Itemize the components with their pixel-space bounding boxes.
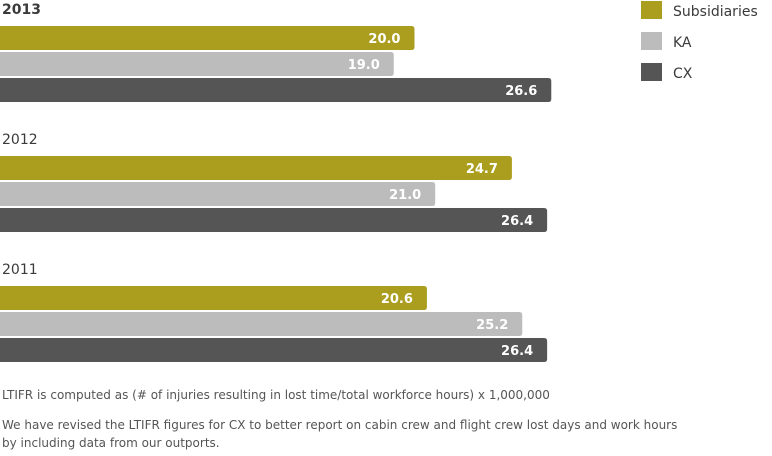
- bar-value-2013-subsidiaries: 20.0: [368, 32, 400, 47]
- bar-2011-cx: [0, 338, 548, 362]
- bar-value-2012-cx: 26.4: [501, 214, 533, 229]
- bar-2013-ka: [0, 52, 394, 76]
- bar-2011-ka: [0, 312, 523, 336]
- bar-value-2012-subsidiaries: 24.7: [466, 162, 498, 177]
- bar-value-2013-ka: 19.0: [348, 58, 380, 73]
- legend-swatch-ka: [641, 32, 662, 50]
- legend-swatch-cx: [641, 63, 662, 81]
- bar-value-2011-subsidiaries: 20.6: [381, 292, 413, 307]
- bar-value-2011-ka: 25.2: [476, 318, 508, 333]
- bar-value-2011-cx: 26.4: [501, 344, 533, 359]
- bar-value-2013-cx: 26.6: [505, 84, 537, 99]
- cx-revision-note: We have revised the LTIFR figures for CX…: [2, 418, 678, 450]
- ltifr-bar-chart: 2013 20.0 19.0 26.6 2012 24.7 21.0 26.4 2011 20.6…: [0, 1, 758, 362]
- legend-label-cx: CX: [673, 66, 693, 82]
- year-label-2013: 2013: [2, 2, 41, 18]
- bar-2013-cx: [0, 78, 552, 102]
- bar-2013-subsidiaries: [0, 26, 415, 50]
- legend-label-ka: KA: [673, 35, 692, 51]
- legend-swatch-subsidiaries: [641, 1, 662, 19]
- year-label-2011: 2011: [2, 262, 38, 278]
- bar-2012-ka: [0, 182, 436, 206]
- bar-2012-cx: [0, 208, 548, 232]
- bar-2012-subsidiaries: [0, 156, 512, 180]
- bar-2011-subsidiaries: [0, 286, 427, 310]
- ltifr-definition-note: LTIFR is computed as (# of injuries resu…: [2, 388, 550, 402]
- year-label-2012: 2012: [2, 132, 38, 148]
- legend-label-subsidiaries: Subsidiaries: [673, 4, 758, 20]
- bar-value-2012-ka: 21.0: [389, 188, 421, 203]
